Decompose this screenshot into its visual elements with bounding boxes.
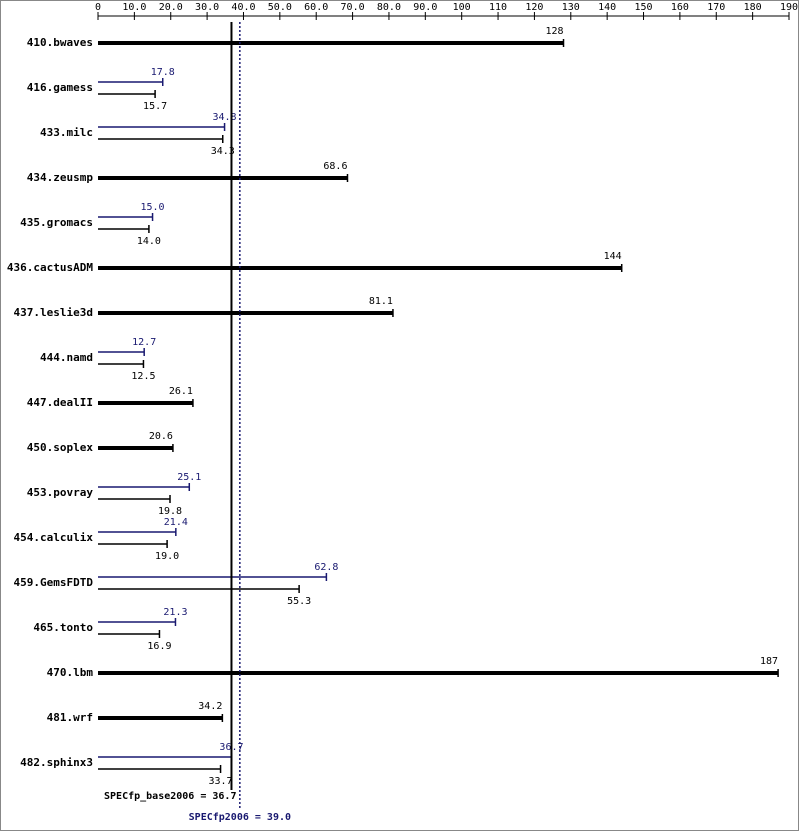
x-tick-label: 160	[671, 2, 689, 13]
category-label: 434.zeusmp	[27, 171, 94, 184]
value-label: 34.8	[213, 112, 237, 123]
value-label: 15.7	[143, 101, 167, 112]
category-label: 470.lbm	[47, 666, 94, 679]
x-tick-label: 40.0	[231, 2, 255, 13]
category-label: 435.gromacs	[20, 216, 93, 229]
x-tick-label: 170	[707, 2, 725, 13]
value-label: 55.3	[287, 596, 311, 607]
value-label: 12.7	[132, 337, 156, 348]
value-label: 33.7	[209, 776, 233, 787]
x-tick-label: 0	[95, 2, 101, 13]
category-label: 444.namd	[40, 351, 93, 364]
base-reference-label: SPECfp_base2006 = 36.7	[104, 791, 236, 802]
category-label: 459.GemsFDTD	[14, 576, 94, 589]
x-tick-label: 90.0	[413, 2, 437, 13]
category-label: 454.calculix	[14, 531, 94, 544]
x-tick-label: 140	[598, 2, 616, 13]
category-label: 436.cactusADM	[7, 261, 93, 274]
category-label: 450.soplex	[27, 441, 94, 454]
x-tick-label: 130	[562, 2, 580, 13]
x-tick-label: 100	[453, 2, 471, 13]
value-label: 19.8	[158, 506, 182, 517]
x-tick-label: 50.0	[268, 2, 292, 13]
x-tick-label: 180	[744, 2, 762, 13]
x-tick-label: 10.0	[122, 2, 146, 13]
x-tick-label: 70.0	[341, 2, 365, 13]
category-label: 447.dealII	[27, 396, 93, 409]
category-label: 465.tonto	[33, 621, 93, 634]
x-tick-label: 120	[525, 2, 543, 13]
x-tick-label: 80.0	[377, 2, 401, 13]
value-label: 14.0	[137, 236, 161, 247]
value-label: 26.1	[169, 386, 193, 397]
category-label: 433.milc	[40, 126, 93, 139]
x-tick-label: 60.0	[304, 2, 328, 13]
value-label: 19.0	[155, 551, 179, 562]
value-label: 34.2	[198, 701, 222, 712]
value-label: 21.4	[164, 517, 188, 528]
value-label: 144	[604, 251, 622, 262]
value-label: 15.0	[141, 202, 165, 213]
x-tick-label: 190	[780, 2, 798, 13]
category-label: 410.bwaves	[27, 36, 93, 49]
x-tick-label: 30.0	[195, 2, 219, 13]
category-label: 453.povray	[27, 486, 94, 499]
peak-reference-label: SPECfp2006 = 39.0	[189, 812, 291, 823]
value-label: 21.3	[163, 607, 187, 618]
x-tick-label: 110	[489, 2, 507, 13]
value-label: 20.6	[149, 431, 173, 442]
value-label: 25.1	[177, 472, 201, 483]
category-label: 482.sphinx3	[20, 756, 93, 769]
value-label: 12.5	[131, 371, 155, 382]
value-label: 16.9	[147, 641, 171, 652]
category-label: 481.wrf	[47, 711, 93, 724]
category-label: 416.gamess	[27, 81, 93, 94]
value-label: 81.1	[369, 296, 393, 307]
category-label: 437.leslie3d	[14, 306, 93, 319]
value-label: 68.6	[323, 161, 347, 172]
value-label: 34.3	[211, 146, 235, 157]
value-label: 128	[545, 26, 563, 37]
x-tick-label: 20.0	[159, 2, 183, 13]
value-label: 62.8	[314, 562, 338, 573]
value-label: 187	[760, 656, 778, 667]
value-label: 17.8	[151, 67, 175, 78]
x-tick-label: 150	[634, 2, 652, 13]
